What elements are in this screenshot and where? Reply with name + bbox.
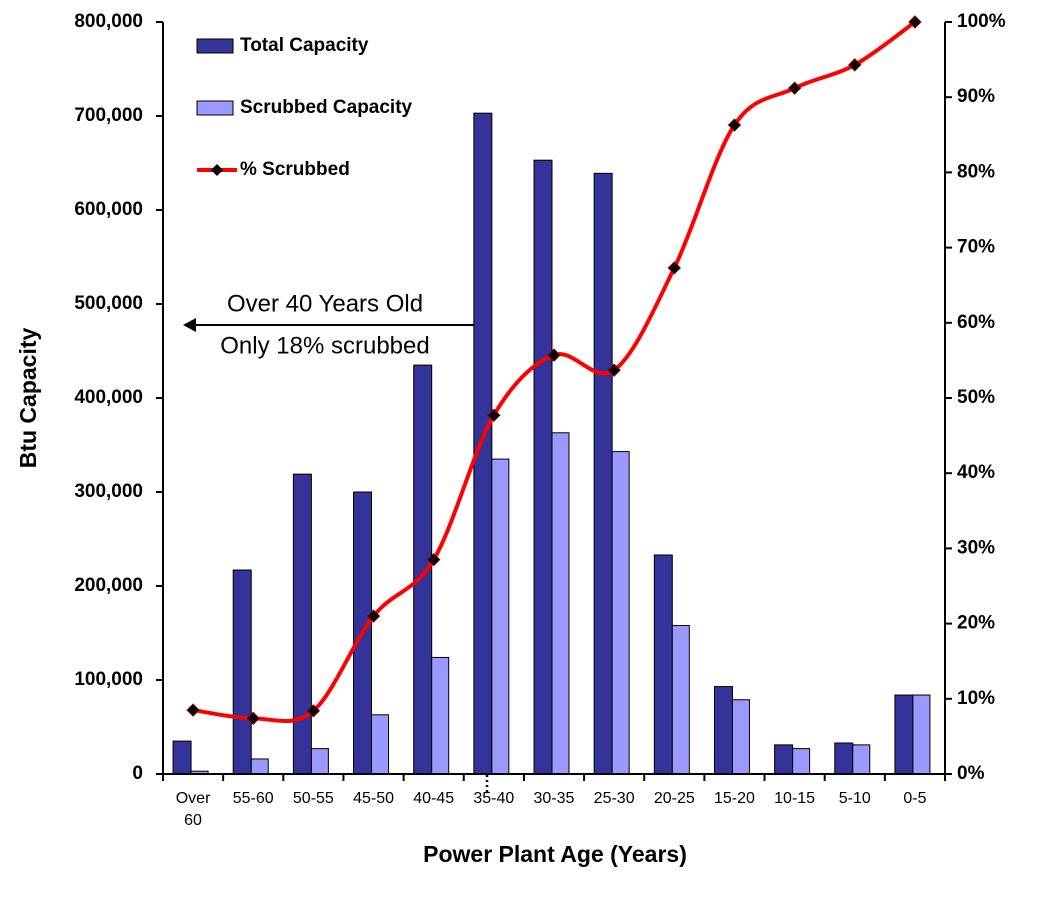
y2-tick-label: 10% [957,688,995,709]
y-tick-label: 300,000 [74,481,143,502]
y-axis-label: Btu Capacity [15,328,41,469]
y2-tick-label: 50% [957,387,995,408]
bar [473,112,493,775]
x-tick-label: 5-10 [838,790,871,807]
marker [426,552,441,567]
x-tick-label: 35-40 [473,790,515,807]
bar [310,748,329,775]
legend-swatch [196,100,234,116]
annotation: Only 18% scrubbed [220,332,429,359]
marker [848,58,862,72]
legend-marker [211,164,223,176]
x-tick-label: 55-60 [232,790,274,807]
marker [487,408,501,423]
y-tick-label: 0 [132,763,143,784]
x-tick-label: 40-45 [413,790,455,807]
y2-tick-label: 90% [957,86,995,107]
y2-tick-label: 100% [957,11,1006,32]
bar [653,554,673,775]
x-tick-label: 45-50 [353,790,394,807]
y-tick-label: 100,000 [74,669,143,690]
x-tick-label: 20-25 [653,790,695,807]
bar [533,159,553,775]
marker [787,81,802,95]
bar [371,714,390,775]
bar [593,172,613,775]
bar [731,699,750,775]
y2-tick-label: 0% [957,763,985,784]
legend-swatch [196,38,234,54]
bar [292,473,312,775]
bar [912,694,931,775]
x-tick-label: 50-55 [292,790,334,807]
marker [607,363,621,377]
y-tick-label: 600,000 [74,199,143,220]
y-tick-label: 500,000 [74,293,143,314]
y2-tick-label: 70% [957,237,995,258]
bar [232,569,252,775]
x-tick-label: Over 60 [175,790,211,829]
bar [611,451,630,775]
y2-tick-label: 20% [957,613,995,634]
bar [834,742,854,775]
legend-label: % Scrubbed [240,159,350,180]
bar [852,744,871,775]
y-tick-label: 700,000 [74,105,143,126]
bar [172,740,192,775]
marker [306,704,321,718]
y2-tick-label: 30% [957,537,995,558]
y-tick-label: 200,000 [74,575,143,596]
x-tick-label: 15-20 [713,790,755,807]
bar [671,624,690,775]
legend-label: Scrubbed Capacity [240,97,413,118]
bar [431,656,450,775]
x-tick-label: 25-30 [593,790,635,807]
marker [667,261,682,275]
x-tick-label: 10-15 [774,790,816,807]
y2-tick-label: 40% [957,462,995,483]
bar [491,458,510,775]
bar [774,744,794,775]
marker [727,118,742,132]
bar [894,694,914,775]
marker [246,711,260,726]
y-tick-label: 400,000 [74,387,143,408]
y2-tick-label: 80% [957,161,995,182]
marker [547,348,561,362]
legend-label: Total Capacity [240,35,369,56]
marker [908,15,922,29]
marker [186,703,200,717]
bar [250,758,269,775]
marker [366,609,381,623]
x-tick-label: 30-35 [533,790,575,807]
bar [792,748,811,775]
bar [713,686,733,775]
bar [551,432,570,775]
y-tick-label: 800,000 [74,11,143,32]
x-axis-label: Power Plant Age (Years) [423,841,687,867]
x-tick-label: 0-5 [903,790,927,807]
annotation: Over 40 Years Old [227,290,423,317]
y2-tick-label: 60% [957,312,995,333]
